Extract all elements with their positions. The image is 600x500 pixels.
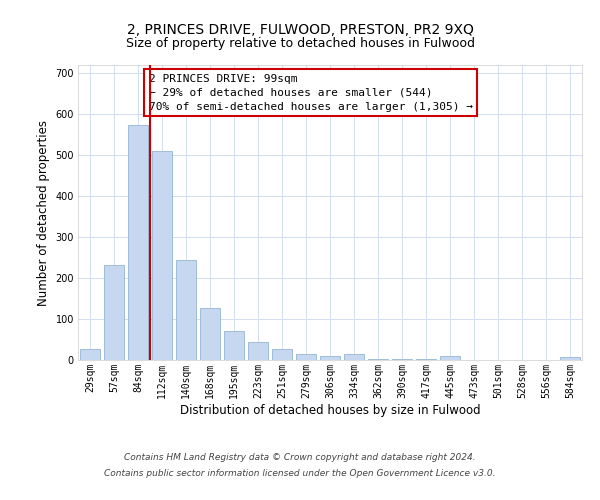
Bar [104, 264, 124, 360]
Bar [248, 342, 268, 360]
Y-axis label: Number of detached properties: Number of detached properties [37, 120, 50, 306]
Bar [152, 151, 172, 360]
Bar [320, 356, 340, 360]
Bar [176, 260, 196, 360]
Bar [272, 349, 292, 360]
Bar [560, 357, 580, 360]
Bar [392, 359, 412, 360]
Bar [296, 354, 316, 360]
Bar [440, 356, 460, 360]
X-axis label: Distribution of detached houses by size in Fulwood: Distribution of detached houses by size … [179, 404, 481, 416]
Bar [368, 359, 388, 360]
Text: Size of property relative to detached houses in Fulwood: Size of property relative to detached ho… [125, 38, 475, 51]
Text: Contains public sector information licensed under the Open Government Licence v3: Contains public sector information licen… [104, 468, 496, 477]
Bar [224, 332, 244, 360]
Bar [416, 359, 436, 360]
Bar [200, 308, 220, 360]
Text: 2, PRINCES DRIVE, FULWOOD, PRESTON, PR2 9XQ: 2, PRINCES DRIVE, FULWOOD, PRESTON, PR2 … [127, 22, 473, 36]
Bar [344, 354, 364, 360]
Text: 2 PRINCES DRIVE: 99sqm
← 29% of detached houses are smaller (544)
70% of semi-de: 2 PRINCES DRIVE: 99sqm ← 29% of detached… [149, 74, 473, 112]
Bar [80, 348, 100, 360]
Bar [128, 125, 148, 360]
Text: Contains HM Land Registry data © Crown copyright and database right 2024.: Contains HM Land Registry data © Crown c… [124, 454, 476, 462]
